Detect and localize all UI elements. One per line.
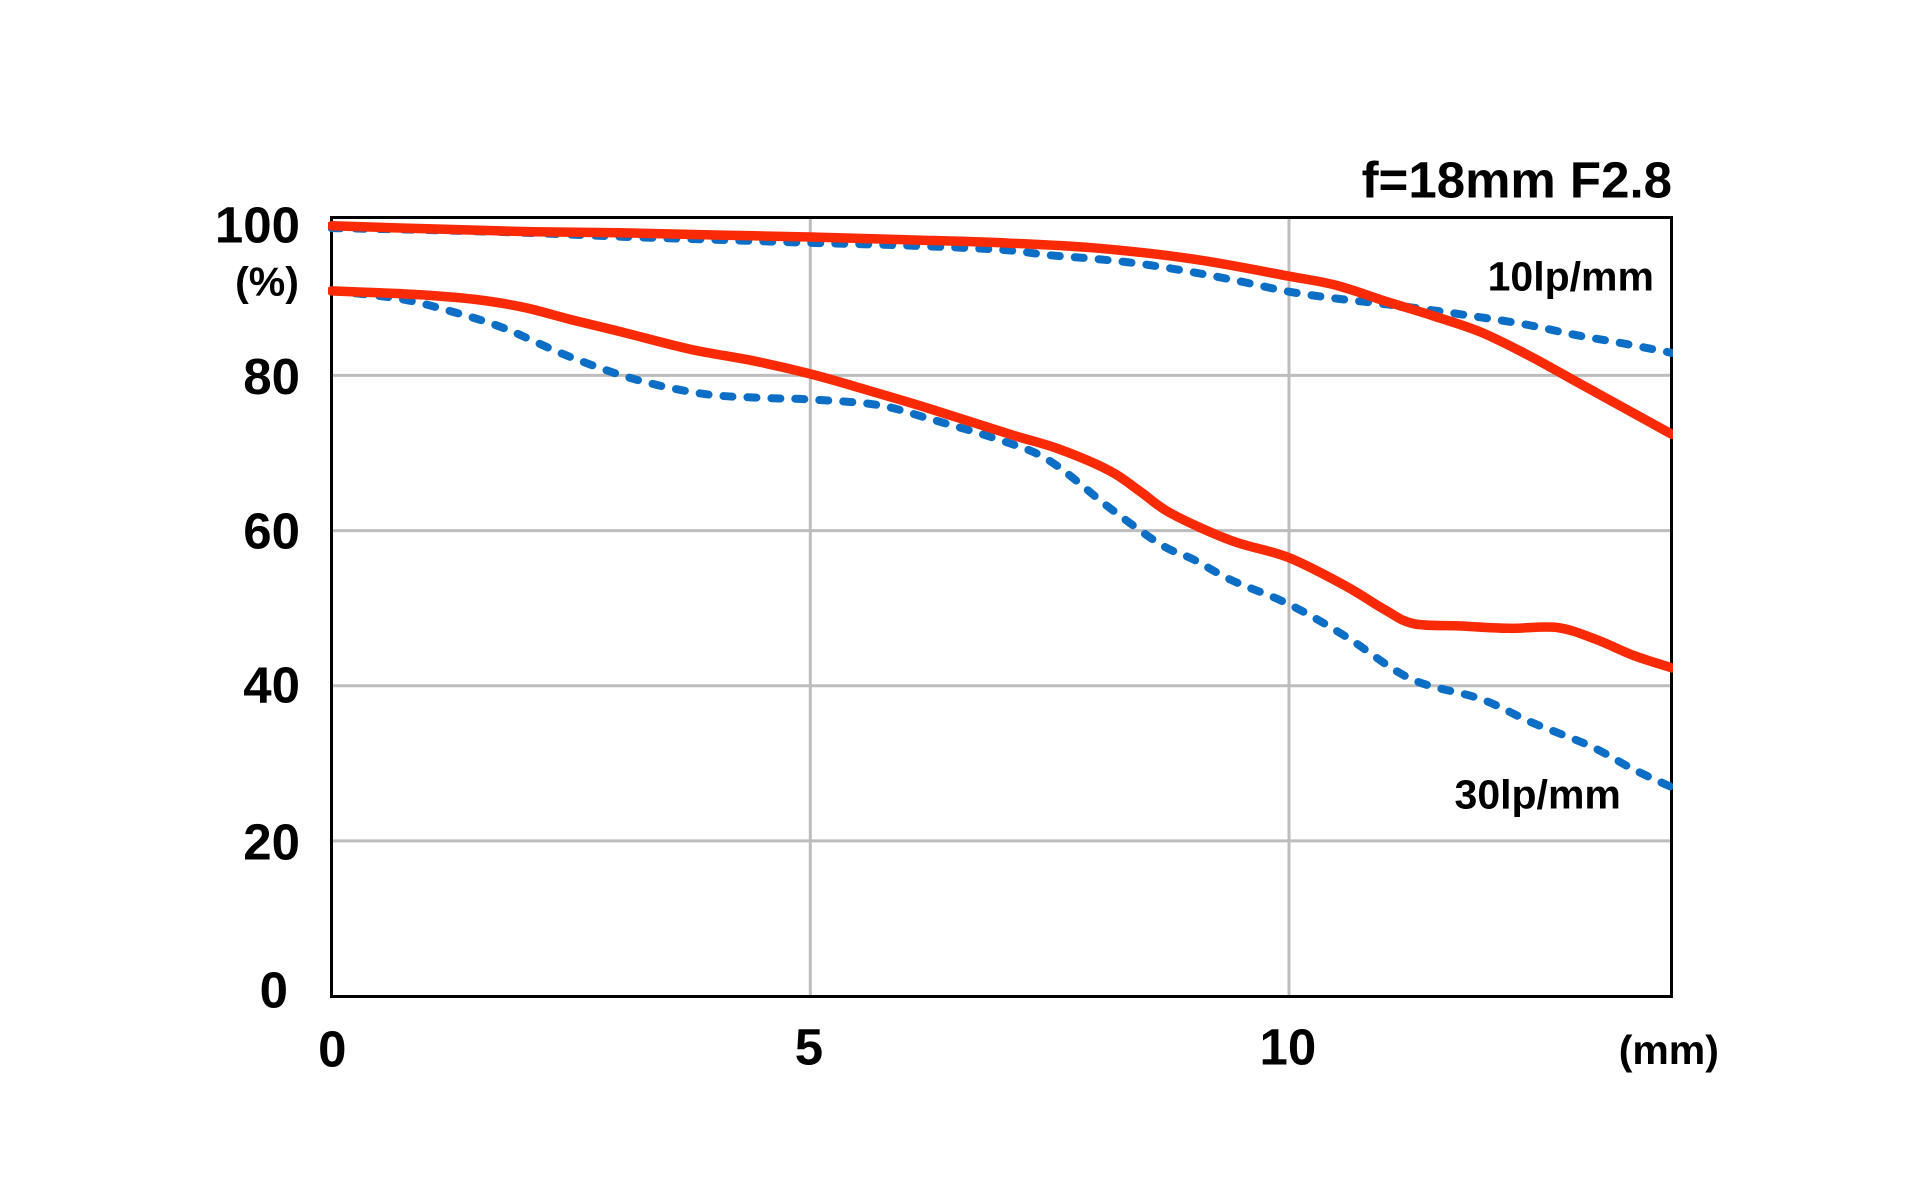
svg-text:100: 100: [215, 197, 300, 254]
svg-text:40: 40: [243, 657, 300, 714]
svg-text:(mm): (mm): [1619, 1027, 1719, 1073]
svg-text:30lp/mm: 30lp/mm: [1455, 772, 1621, 818]
svg-text:10lp/mm: 10lp/mm: [1488, 254, 1654, 300]
svg-text:80: 80: [243, 348, 300, 405]
svg-text:0: 0: [260, 962, 288, 1019]
svg-text:60: 60: [243, 503, 300, 560]
svg-text:f=18mm F2.8: f=18mm F2.8: [1362, 151, 1672, 208]
svg-text:10: 10: [1260, 1019, 1317, 1076]
svg-text:0: 0: [318, 1020, 346, 1077]
svg-text:5: 5: [795, 1019, 823, 1076]
svg-text:20: 20: [243, 813, 300, 870]
svg-text:(%): (%): [235, 259, 299, 305]
